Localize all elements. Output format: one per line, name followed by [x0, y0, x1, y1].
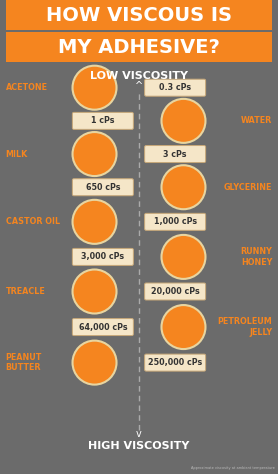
Text: 250,000 cPs: 250,000 cPs	[148, 358, 202, 367]
Circle shape	[162, 305, 205, 349]
FancyBboxPatch shape	[72, 319, 133, 336]
Circle shape	[73, 200, 116, 244]
FancyBboxPatch shape	[145, 213, 206, 230]
FancyBboxPatch shape	[6, 32, 272, 62]
Text: 3,000 cPs: 3,000 cPs	[81, 253, 125, 261]
Text: 1,000 cPs: 1,000 cPs	[153, 218, 197, 226]
Text: 3 cPs: 3 cPs	[163, 150, 187, 158]
FancyBboxPatch shape	[72, 112, 133, 129]
Circle shape	[162, 235, 205, 279]
Text: HOW VISCOUS IS: HOW VISCOUS IS	[46, 6, 232, 25]
Text: 20,000 cPs: 20,000 cPs	[151, 287, 200, 296]
Text: PEANUT
BUTTER: PEANUT BUTTER	[6, 353, 42, 372]
FancyBboxPatch shape	[145, 354, 206, 371]
FancyBboxPatch shape	[6, 0, 272, 30]
Text: 0.3 cPs: 0.3 cPs	[159, 83, 191, 92]
FancyBboxPatch shape	[145, 79, 206, 96]
Text: MILK: MILK	[6, 150, 28, 158]
Circle shape	[73, 66, 116, 109]
Text: Approximate viscosity at ambient temperature: Approximate viscosity at ambient tempera…	[191, 466, 275, 470]
Text: TREACLE: TREACLE	[6, 287, 45, 296]
Text: 650 cPs: 650 cPs	[86, 183, 120, 191]
Text: WATER: WATER	[241, 117, 272, 125]
Text: RUNNY
HONEY: RUNNY HONEY	[240, 247, 272, 266]
FancyBboxPatch shape	[145, 146, 206, 163]
FancyBboxPatch shape	[72, 179, 133, 196]
Text: CASTOR OIL: CASTOR OIL	[6, 218, 60, 226]
FancyBboxPatch shape	[145, 283, 206, 300]
Text: PETROLEUM
JELLY: PETROLEUM JELLY	[218, 318, 272, 337]
Text: MY ADHESIVE?: MY ADHESIVE?	[58, 37, 220, 56]
FancyBboxPatch shape	[72, 248, 133, 265]
Text: ACETONE: ACETONE	[6, 83, 48, 92]
Text: ^: ^	[135, 81, 143, 91]
Circle shape	[162, 165, 205, 209]
Circle shape	[73, 132, 116, 176]
Circle shape	[73, 341, 116, 384]
Text: GLYCERINE: GLYCERINE	[224, 183, 272, 191]
Text: 64,000 cPs: 64,000 cPs	[79, 323, 127, 331]
Circle shape	[162, 99, 205, 143]
Text: HIGH VISCOSITY: HIGH VISCOSITY	[88, 441, 190, 451]
Text: 1 cPs: 1 cPs	[91, 117, 115, 125]
Text: v: v	[136, 429, 142, 439]
Text: LOW VISCOSITY: LOW VISCOSITY	[90, 71, 188, 81]
Circle shape	[73, 270, 116, 313]
